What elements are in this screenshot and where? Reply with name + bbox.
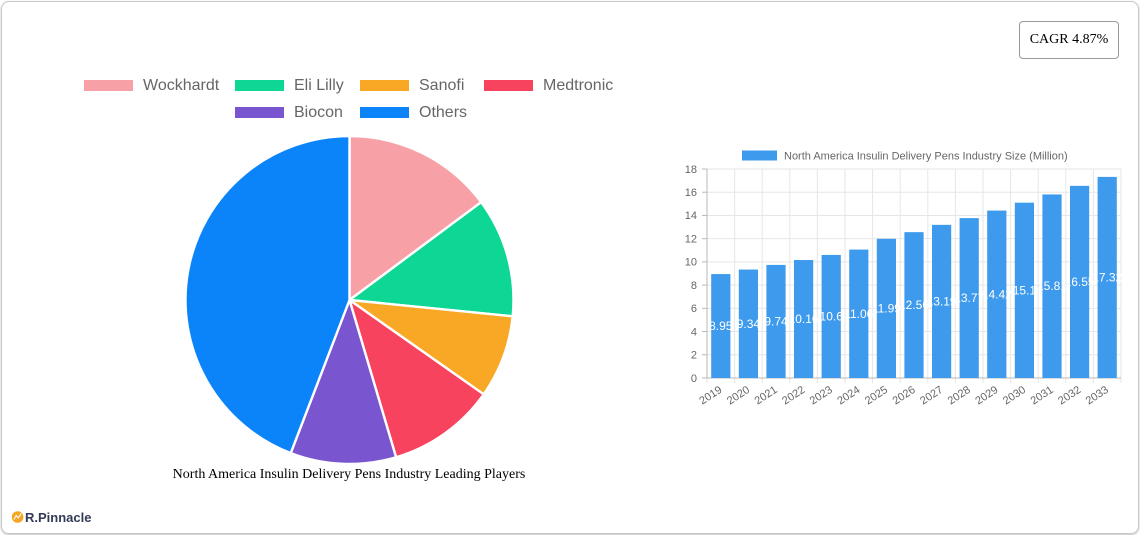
svg-text:10.16: 10.16 — [789, 312, 819, 326]
svg-text:6: 6 — [691, 303, 697, 315]
svg-text:2028: 2028 — [946, 384, 973, 407]
svg-text:2031: 2031 — [1029, 384, 1056, 407]
svg-text:2027: 2027 — [918, 384, 945, 407]
svg-text:2030: 2030 — [1001, 384, 1028, 407]
svg-text:2024: 2024 — [835, 384, 862, 407]
svg-text:2025: 2025 — [863, 384, 890, 407]
svg-text:9.34: 9.34 — [737, 317, 761, 331]
svg-text:16.55: 16.55 — [1065, 275, 1095, 289]
svg-text:15.1: 15.1 — [1013, 283, 1037, 297]
svg-text:2033: 2033 — [1084, 384, 1111, 407]
svg-text:10.6: 10.6 — [820, 309, 844, 323]
svg-text:16: 16 — [685, 187, 697, 199]
svg-text:2032: 2032 — [1056, 384, 1083, 407]
svg-text:2: 2 — [691, 350, 697, 362]
svg-text:13.77: 13.77 — [954, 291, 984, 305]
svg-text:14: 14 — [685, 210, 697, 222]
svg-text:11.99: 11.99 — [872, 301, 901, 315]
svg-text:2019: 2019 — [697, 384, 724, 407]
svg-text:8.95: 8.95 — [709, 319, 733, 333]
svg-text:2022: 2022 — [780, 384, 807, 407]
svg-text:12.56: 12.56 — [899, 298, 929, 312]
svg-text:18: 18 — [685, 164, 697, 176]
svg-text:0: 0 — [691, 373, 697, 385]
svg-text:2026: 2026 — [891, 384, 918, 407]
svg-text:2020: 2020 — [725, 384, 752, 407]
svg-text:14.42: 14.42 — [982, 287, 1012, 301]
svg-text:2021: 2021 — [753, 384, 780, 407]
svg-text:2023: 2023 — [808, 384, 835, 407]
svg-text:12: 12 — [685, 233, 697, 245]
svg-text:15.81: 15.81 — [1037, 279, 1067, 293]
svg-text:4: 4 — [691, 326, 697, 338]
svg-text:13.19: 13.19 — [927, 294, 957, 308]
svg-text:9.74: 9.74 — [764, 314, 788, 328]
svg-text:17.32: 17.32 — [1092, 270, 1122, 284]
svg-text:10: 10 — [685, 257, 697, 269]
svg-text:11.06: 11.06 — [844, 307, 873, 321]
svg-text:North America Insulin Delivery: North America Insulin Delivery Pens Indu… — [784, 151, 1068, 163]
svg-text:8: 8 — [691, 280, 697, 292]
svg-text:2029: 2029 — [973, 384, 1000, 407]
